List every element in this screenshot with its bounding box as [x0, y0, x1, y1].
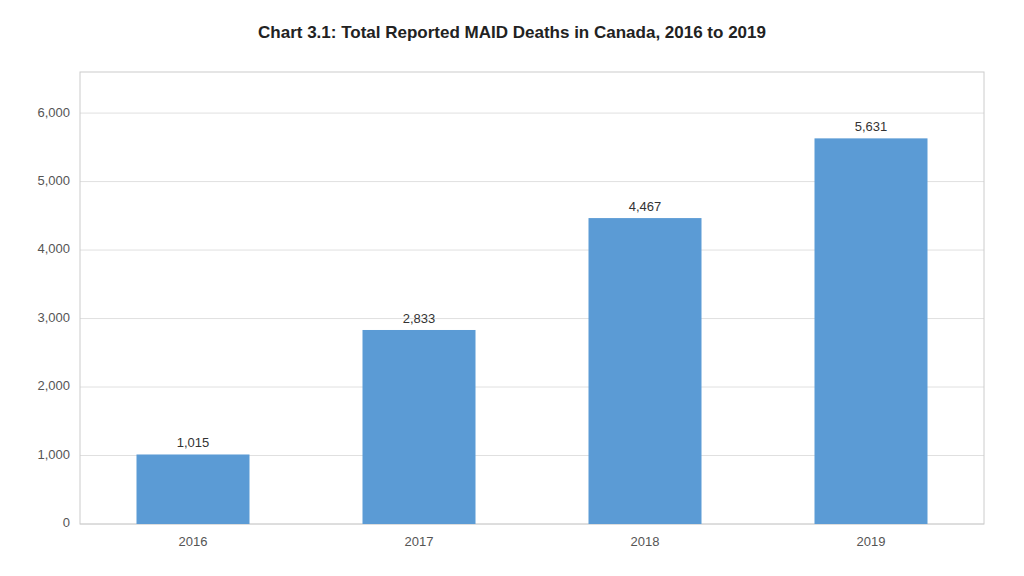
y-tick-label: 0: [63, 515, 70, 530]
y-axis: 0 1,000 2,000 3,000 4,000 5,000 6,000: [37, 105, 984, 531]
data-label: 5,631: [855, 119, 888, 134]
chart-container: Chart 3.1: Total Reported MAID Deaths in…: [0, 0, 1024, 576]
y-tick-label: 3,000: [37, 310, 70, 325]
chart-title: Chart 3.1: Total Reported MAID Deaths in…: [258, 23, 766, 42]
bars: [137, 138, 928, 524]
bar: [137, 454, 250, 524]
x-axis: 2016 2017 2018 2019: [179, 534, 886, 549]
data-label: 2,833: [403, 311, 436, 326]
data-label: 4,467: [629, 199, 662, 214]
y-tick-label: 2,000: [37, 378, 70, 393]
chart-svg: Chart 3.1: Total Reported MAID Deaths in…: [0, 0, 1024, 576]
bar: [589, 218, 702, 524]
data-labels: 1,015 2,833 4,467 5,631: [177, 119, 888, 450]
y-tick-label: 4,000: [37, 241, 70, 256]
grid-line: [80, 113, 984, 114]
x-tick-label: 2016: [179, 534, 208, 549]
bar: [363, 330, 476, 524]
y-tick-label: 6,000: [37, 105, 70, 120]
bar: [815, 138, 928, 524]
data-label: 1,015: [177, 435, 210, 450]
x-tick-label: 2019: [857, 534, 886, 549]
x-tick-label: 2017: [405, 534, 434, 549]
y-tick-label: 5,000: [37, 173, 70, 188]
plot-frame: [80, 72, 984, 524]
y-tick-label: 1,000: [37, 447, 70, 462]
x-tick-label: 2018: [631, 534, 660, 549]
